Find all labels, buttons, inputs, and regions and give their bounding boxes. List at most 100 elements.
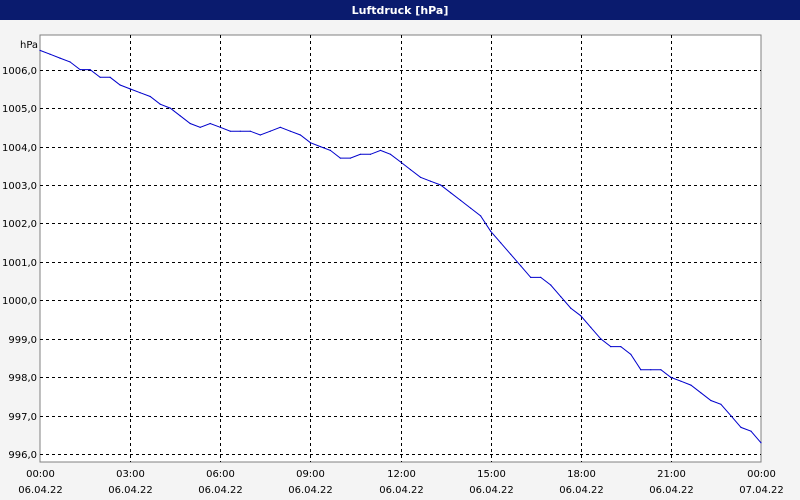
data-point: [760, 442, 762, 444]
data-point: [399, 161, 402, 163]
data-point: [199, 126, 201, 128]
data-point: [289, 130, 291, 132]
data-point: [630, 353, 632, 355]
data-point: [119, 84, 121, 86]
y-tick-label: 1005,0: [2, 104, 37, 115]
y-tick-label: 1004,0: [2, 143, 37, 154]
x-axis-ticks: 00:00 06.04.22 03:00 06.04.22 06:00 06.04.22 0…: [18, 469, 784, 496]
data-point: [309, 142, 311, 144]
x-tick-date-label: 06.04.22: [379, 485, 424, 496]
data-point: [510, 253, 512, 255]
data-point: [39, 49, 41, 52]
data-point: [690, 384, 692, 386]
data-point: [600, 338, 602, 340]
x-tick-time-label: 06:00: [206, 469, 235, 480]
data-point: [59, 57, 61, 59]
data-point: [660, 369, 662, 371]
data-point: [419, 176, 422, 178]
y-axis-label: hPa: [20, 40, 38, 51]
data-point: [480, 215, 482, 217]
y-tick-label: 1001,0: [2, 258, 37, 269]
y-tick-label: 1003,0: [2, 181, 37, 192]
plot-area: [39, 34, 762, 463]
data-point: [590, 326, 592, 328]
data-point: [720, 403, 722, 405]
data-point: [99, 76, 101, 78]
window-title: Luftdruck [hPa]: [0, 0, 800, 20]
data-point: [109, 76, 111, 78]
data-point: [730, 415, 732, 417]
data-point: [239, 130, 241, 132]
x-tick-time-label: 00:00: [747, 469, 776, 480]
grid-lines: [40, 35, 761, 462]
data-point: [279, 126, 281, 128]
data-point: [580, 315, 582, 317]
x-tick-time-label: 03:00: [116, 469, 145, 480]
data-point: [620, 346, 622, 348]
data-point: [520, 265, 522, 267]
data-point: [490, 230, 492, 232]
data-point: [680, 380, 682, 382]
x-tick-date-label: 06.04.22: [649, 485, 694, 496]
x-tick-date-label: 06.04.22: [559, 485, 604, 496]
y-tick-label: 999,0: [8, 335, 37, 346]
data-point: [750, 430, 752, 432]
data-point: [550, 284, 552, 286]
data-point: [329, 149, 331, 151]
x-tick-time-label: 09:00: [296, 469, 325, 480]
data-point: [740, 426, 742, 428]
data-point: [570, 307, 572, 309]
data-point: [359, 153, 361, 155]
data-point: [369, 153, 372, 155]
x-tick-time-label: 00:00: [26, 469, 55, 480]
x-tick-time-label: 12:00: [387, 469, 416, 480]
x-tick-time-label: 18:00: [567, 469, 596, 480]
data-point: [159, 103, 161, 105]
data-point: [49, 53, 51, 55]
data-point: [440, 184, 442, 186]
y-tick-label: 998,0: [8, 373, 37, 384]
data-point: [540, 276, 542, 278]
y-axis-ticks: 996,0 997,0 998,0 999,0 1000,0 1001,0 1002,0 10…: [2, 66, 37, 461]
data-point: [89, 69, 91, 71]
y-tick-label: 1002,0: [2, 219, 37, 230]
data-point: [209, 122, 211, 125]
data-point: [460, 199, 462, 201]
data-point: [139, 92, 141, 94]
data-point: [229, 130, 231, 132]
data-point: [650, 369, 652, 371]
data-point: [670, 376, 672, 378]
data-point: [349, 157, 351, 159]
x-tick-date-label: 06.04.22: [108, 485, 153, 496]
y-tick-label: 1006,0: [2, 66, 37, 77]
data-point: [259, 134, 261, 136]
data-point: [189, 122, 191, 125]
data-point: [269, 130, 271, 132]
x-tick-date-label: 06.04.22: [198, 485, 243, 496]
x-tick-date-label: 06.04.22: [288, 485, 333, 496]
x-tick-date-label: 06.04.22: [469, 485, 514, 496]
data-point: [610, 346, 612, 348]
x-tick-time-label: 15:00: [477, 469, 506, 480]
data-point: [219, 126, 221, 128]
data-point: [450, 192, 452, 194]
data-point: [299, 134, 301, 136]
data-point: [710, 399, 712, 402]
data-point: [169, 107, 171, 109]
y-tick-label: 996,0: [8, 450, 37, 461]
data-point: [560, 296, 562, 298]
data-point: [409, 169, 412, 171]
data-point: [429, 180, 432, 182]
data-points: [39, 49, 762, 444]
x-tick-date-label: 06.04.22: [18, 485, 63, 496]
data-point: [69, 61, 71, 63]
data-point: [79, 69, 81, 71]
data-point: [389, 153, 392, 155]
data-point: [530, 276, 532, 278]
data-point: [700, 392, 702, 394]
y-tick-label: 1000,0: [2, 296, 37, 307]
data-point: [339, 157, 341, 159]
data-point: [500, 242, 502, 244]
data-point: [249, 130, 251, 132]
